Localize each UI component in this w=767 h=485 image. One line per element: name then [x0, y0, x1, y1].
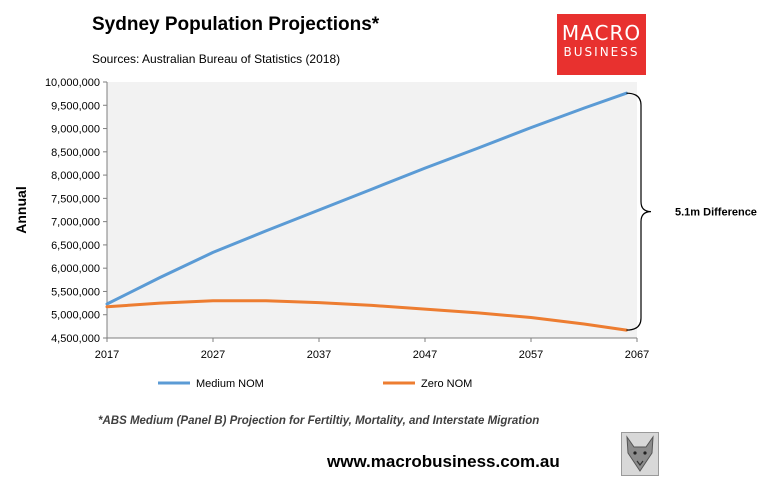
- y-tick-label: 4,500,000: [51, 333, 100, 345]
- x-tick-label: 2027: [201, 349, 225, 361]
- y-tick-label: 9,500,000: [51, 100, 100, 112]
- axes: 4,500,000 5,000,000 5,500,000 6,000,000 6,50…: [13, 77, 649, 361]
- footnote: *ABS Medium (Panel B) Projection for Fer…: [98, 415, 540, 427]
- y-tick-label: 8,000,000: [51, 170, 100, 182]
- y-tick-label: 7,000,000: [51, 217, 100, 229]
- y-tick-label: 6,000,000: [51, 263, 100, 275]
- legend: Medium NOM Zero NOM: [158, 378, 472, 390]
- y-tick-label: 5,500,000: [51, 286, 100, 298]
- x-tick-label: 2047: [413, 349, 437, 361]
- x-tick-label: 2037: [307, 349, 331, 361]
- plot-area: [107, 82, 637, 338]
- y-tick-label: 7,500,000: [51, 193, 100, 205]
- y-axis-title: Annual: [13, 186, 29, 233]
- y-tick-label: 6,500,000: [51, 240, 100, 252]
- chart-title: Sydney Population Projections*: [92, 14, 380, 35]
- series-line-zero-nom: [105, 299, 628, 332]
- legend-label: Medium NOM: [196, 378, 264, 390]
- y-tick-label: 10,000,000: [45, 77, 100, 89]
- logo-line2: BUSINESS: [563, 45, 640, 59]
- x-tick-label: 2017: [95, 349, 119, 361]
- annotation-layer: 5.1m Difference: [626, 92, 757, 331]
- chart-subtitle: Sources: Australian Bureau of Statistics…: [92, 52, 341, 66]
- website-url[interactable]: www.macrobusiness.com.au: [327, 452, 560, 471]
- macrobusiness-logo: MACRO BUSINESS: [557, 14, 646, 75]
- y-tick-label: 5,000,000: [51, 310, 100, 322]
- logo-line1: MACRO: [561, 21, 642, 45]
- difference-brace: [626, 92, 652, 331]
- series-line-medium-nom: [105, 91, 628, 306]
- wolf-emblem-icon: [621, 432, 659, 476]
- y-tick-label: 8,500,000: [51, 147, 100, 159]
- series-layer: [105, 91, 628, 332]
- difference-annotation: 5.1m Difference: [675, 207, 757, 219]
- x-tick-label: 2057: [519, 349, 543, 361]
- y-tick-label: 9,000,000: [51, 124, 100, 136]
- legend-label: Zero NOM: [421, 378, 472, 390]
- x-tick-label: 2067: [625, 349, 649, 361]
